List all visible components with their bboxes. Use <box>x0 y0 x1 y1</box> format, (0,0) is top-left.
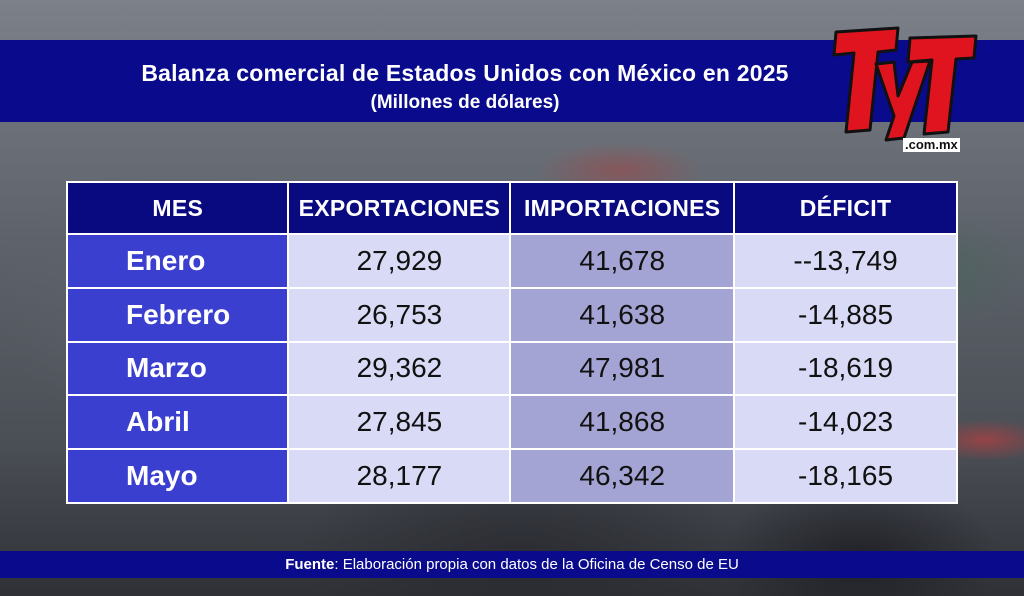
cell-deficit: -18,165 <box>733 448 958 504</box>
cell-deficit: -14,885 <box>733 286 958 343</box>
table-row: Abril 27,845 41,868 -14,023 <box>65 394 958 451</box>
cell-exportaciones: 27,929 <box>287 233 512 289</box>
cell-deficit: -14,023 <box>733 394 958 451</box>
logo-domain: .com.mx <box>903 137 960 152</box>
header-deficit: DÉFICIT <box>733 181 958 235</box>
table-header-row: MES EXPORTACIONES IMPORTACIONES DÉFICIT <box>65 181 958 235</box>
cell-importaciones: 41,678 <box>509 233 736 289</box>
cell-importaciones: 46,342 <box>509 448 736 504</box>
header-exportaciones: EXPORTACIONES <box>287 181 512 235</box>
cell-mes: Enero <box>65 233 290 289</box>
cell-mes: Marzo <box>65 340 290 397</box>
table-row: Enero 27,929 41,678 --13,749 <box>65 233 958 289</box>
table-row: Mayo 28,177 46,342 -18,165 <box>65 448 958 504</box>
header-mes: MES <box>65 181 290 235</box>
table-row: Febrero 26,753 41,638 -14,885 <box>65 286 958 343</box>
cell-exportaciones: 28,177 <box>287 448 512 504</box>
page-title: Balanza comercial de Estados Unidos con … <box>141 60 789 86</box>
cell-importaciones: 41,638 <box>509 286 736 343</box>
cell-importaciones: 41,868 <box>509 394 736 451</box>
cell-exportaciones: 27,845 <box>287 394 512 451</box>
table-row: Marzo 29,362 47,981 -18,619 <box>65 340 958 397</box>
trade-balance-table: MES EXPORTACIONES IMPORTACIONES DÉFICIT … <box>65 181 958 504</box>
cell-deficit: -18,619 <box>733 340 958 397</box>
source-footer: Fuente: Elaboración propia con datos de … <box>0 551 1024 578</box>
source-text: : Elaboración propia con datos de la Ofi… <box>334 556 739 573</box>
cell-exportaciones: 29,362 <box>287 340 512 397</box>
cell-mes: Febrero <box>65 286 290 343</box>
tyt-logo <box>832 26 978 142</box>
header-importaciones: IMPORTACIONES <box>509 181 736 235</box>
cell-deficit: --13,749 <box>733 233 958 289</box>
page-subtitle: (Millones de dólares) <box>370 92 560 113</box>
cell-importaciones: 47,981 <box>509 340 736 397</box>
cell-exportaciones: 26,753 <box>287 286 512 343</box>
cell-mes: Abril <box>65 394 290 451</box>
source-label: Fuente <box>285 556 335 573</box>
cell-mes: Mayo <box>65 448 290 504</box>
